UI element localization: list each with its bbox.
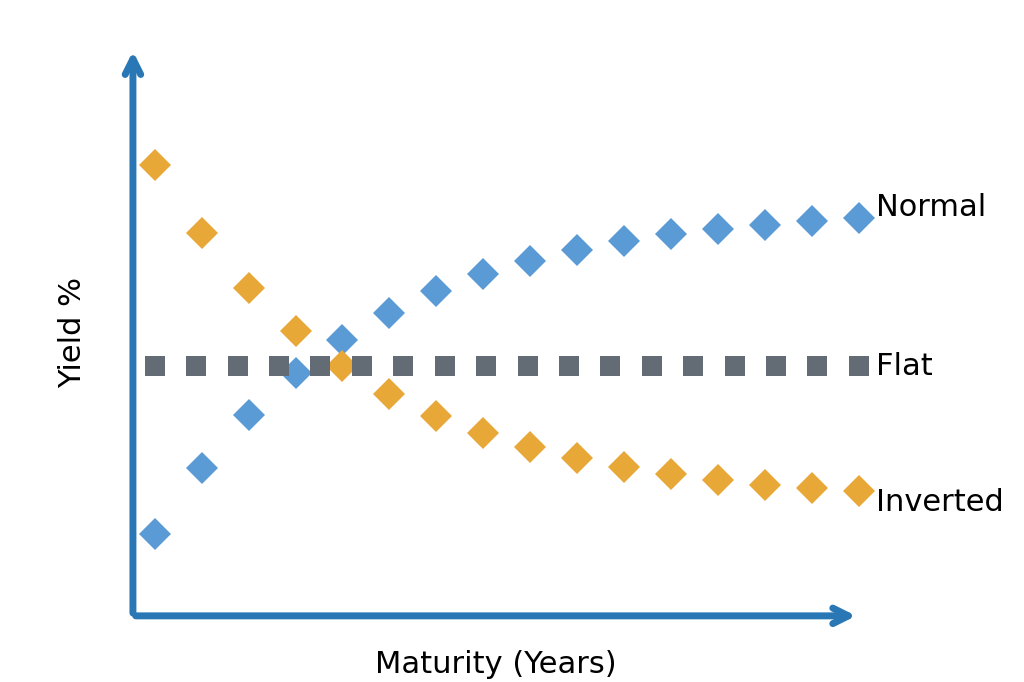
Text: Normal: Normal [877,193,987,222]
Text: Yield %: Yield % [58,277,87,387]
Text: Maturity (Years): Maturity (Years) [375,650,616,679]
Text: Flat: Flat [877,352,933,381]
Text: Inverted: Inverted [877,488,1005,517]
